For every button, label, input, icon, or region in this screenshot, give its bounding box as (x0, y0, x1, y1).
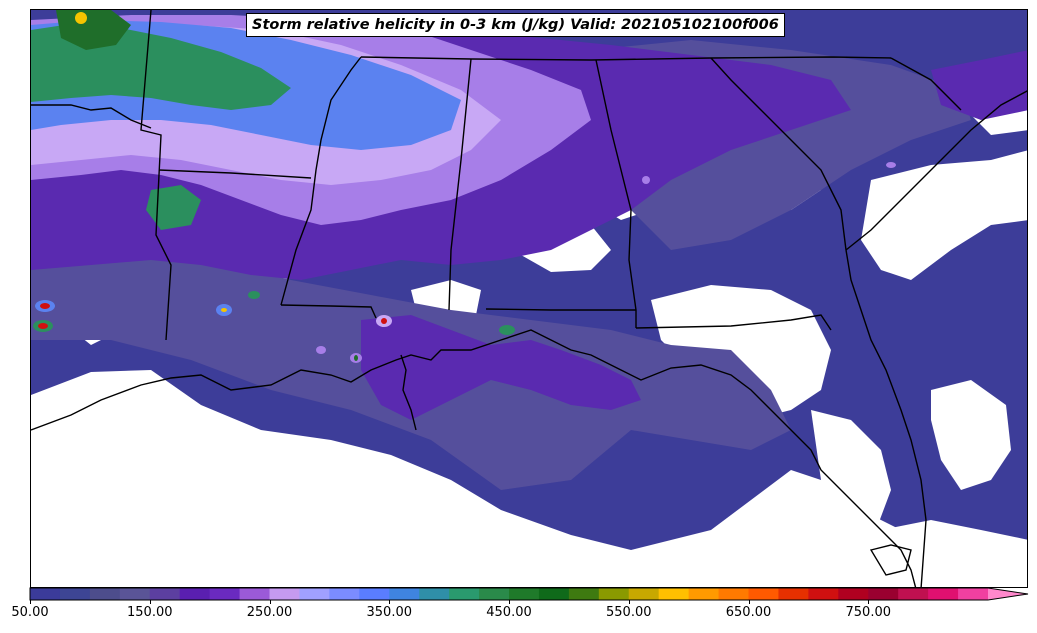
colorbar-swatch (778, 588, 809, 600)
srh-band-350 (146, 185, 201, 230)
srh-cell-500 (75, 12, 87, 24)
srh-contour-fill (31, 10, 1027, 587)
colorbar-swatch (299, 588, 330, 600)
colorbar-swatch (209, 588, 241, 600)
state-border (710, 57, 847, 251)
srh-band-425 (56, 10, 131, 50)
colorbar-swatch (359, 588, 390, 600)
map-title: Storm relative helicity in 0-3 km (J/kg)… (246, 13, 785, 37)
srh-band-200 (361, 315, 641, 420)
colorbar-swatch (269, 588, 300, 600)
state-border (31, 104, 152, 129)
state-border (158, 169, 312, 179)
state-border (360, 56, 892, 61)
srh-cell-450 (248, 291, 260, 299)
colorbar-tick-label: 50.00 (11, 605, 49, 620)
colorbar-tick-label: 550.00 (606, 605, 652, 620)
state-border (635, 314, 832, 331)
colorbar-swatch (838, 588, 869, 600)
srh-cell-500 (221, 308, 227, 312)
colorbar-swatch (538, 588, 570, 600)
colorbar-extend-arrow (988, 588, 1028, 600)
colorbar-swatch (718, 588, 749, 600)
coastline (869, 544, 912, 576)
political-boundaries (31, 10, 1027, 587)
colorbar-tick (628, 600, 630, 604)
colorbar-swatch (568, 588, 600, 600)
srh-missing-area (931, 380, 1011, 490)
helicity-field (31, 10, 1027, 587)
srh-cell-300 (316, 346, 326, 354)
colorbar-tick-label: 750.00 (845, 605, 892, 620)
colorbar-swatch (389, 588, 420, 600)
coastline (31, 329, 917, 587)
srh-cell-650 (38, 323, 48, 329)
colorbar-tick (269, 600, 271, 604)
colorbar-swatch (89, 588, 121, 600)
colorbar-tick-label: 650.00 (725, 605, 772, 620)
colorbar-swatch (748, 588, 779, 600)
colorbar-swatch (179, 588, 211, 600)
colorbar-swatch (479, 588, 510, 600)
colorbar-tick (868, 600, 870, 604)
srh-missing-area (861, 150, 1027, 280)
colorbar-swatch (898, 588, 929, 600)
state-border (485, 308, 636, 311)
state-border (595, 59, 637, 328)
colorbar-swatch (808, 588, 839, 600)
map-title-text: Storm relative helicity in 0-3 km (J/kg)… (252, 17, 779, 33)
srh-cell-450 (354, 355, 358, 361)
srh-cell-650 (381, 318, 387, 324)
colorbar-swatch (928, 588, 959, 600)
colorbar-tick (30, 600, 31, 604)
colorbar-swatch (958, 588, 989, 600)
srh-cell-300 (642, 176, 650, 184)
colorbar-tick (748, 600, 750, 604)
srh-missing-area (811, 410, 891, 550)
colorbar-swatch (868, 588, 899, 600)
srh-cell-650 (40, 303, 50, 309)
colorbar-swatch (688, 588, 720, 600)
colorbar (29, 587, 1029, 601)
colorbar-tick (509, 600, 510, 604)
colorbar-tick (389, 600, 391, 604)
colorbar-swatch (419, 588, 450, 600)
colorbar-swatch (59, 588, 91, 600)
colorbar-swatch (30, 588, 61, 600)
state-border (280, 304, 377, 319)
colorbar-swatch (329, 588, 360, 600)
colorbar-tick-label: 350.00 (366, 605, 413, 620)
colorbar-tick-label: 450.00 (486, 605, 532, 620)
colorbar-swatch (449, 588, 480, 600)
srh-band-200 (931, 50, 1027, 120)
colorbar-swatch (658, 588, 690, 600)
coastline (400, 354, 417, 431)
state-border (140, 10, 172, 341)
colorbar-swatch (119, 588, 151, 600)
state-border (448, 58, 472, 311)
colorbar-swatch (628, 588, 660, 600)
colorbar-tick-label: 250.00 (246, 605, 293, 620)
map-panel (30, 9, 1028, 588)
colorbar-tick-label: 150.00 (127, 605, 173, 620)
srh-missing-area (31, 370, 916, 587)
colorbar-swatch (149, 588, 181, 600)
colorbar-swatch (239, 588, 270, 600)
srh-cell-300 (886, 162, 896, 168)
coastline (845, 90, 1027, 251)
colorbar-outline (29, 587, 1029, 601)
srh-missing-area (651, 285, 831, 420)
colorbar-swatches (29, 587, 1029, 601)
state-border (890, 57, 962, 111)
srh-missing-area (881, 520, 1027, 587)
colorbar-swatch (509, 588, 540, 600)
colorbar-swatch (598, 588, 630, 600)
coastline (845, 249, 927, 587)
srh-cell-450 (499, 325, 515, 335)
state-border (280, 56, 362, 306)
colorbar-tick (149, 600, 151, 604)
